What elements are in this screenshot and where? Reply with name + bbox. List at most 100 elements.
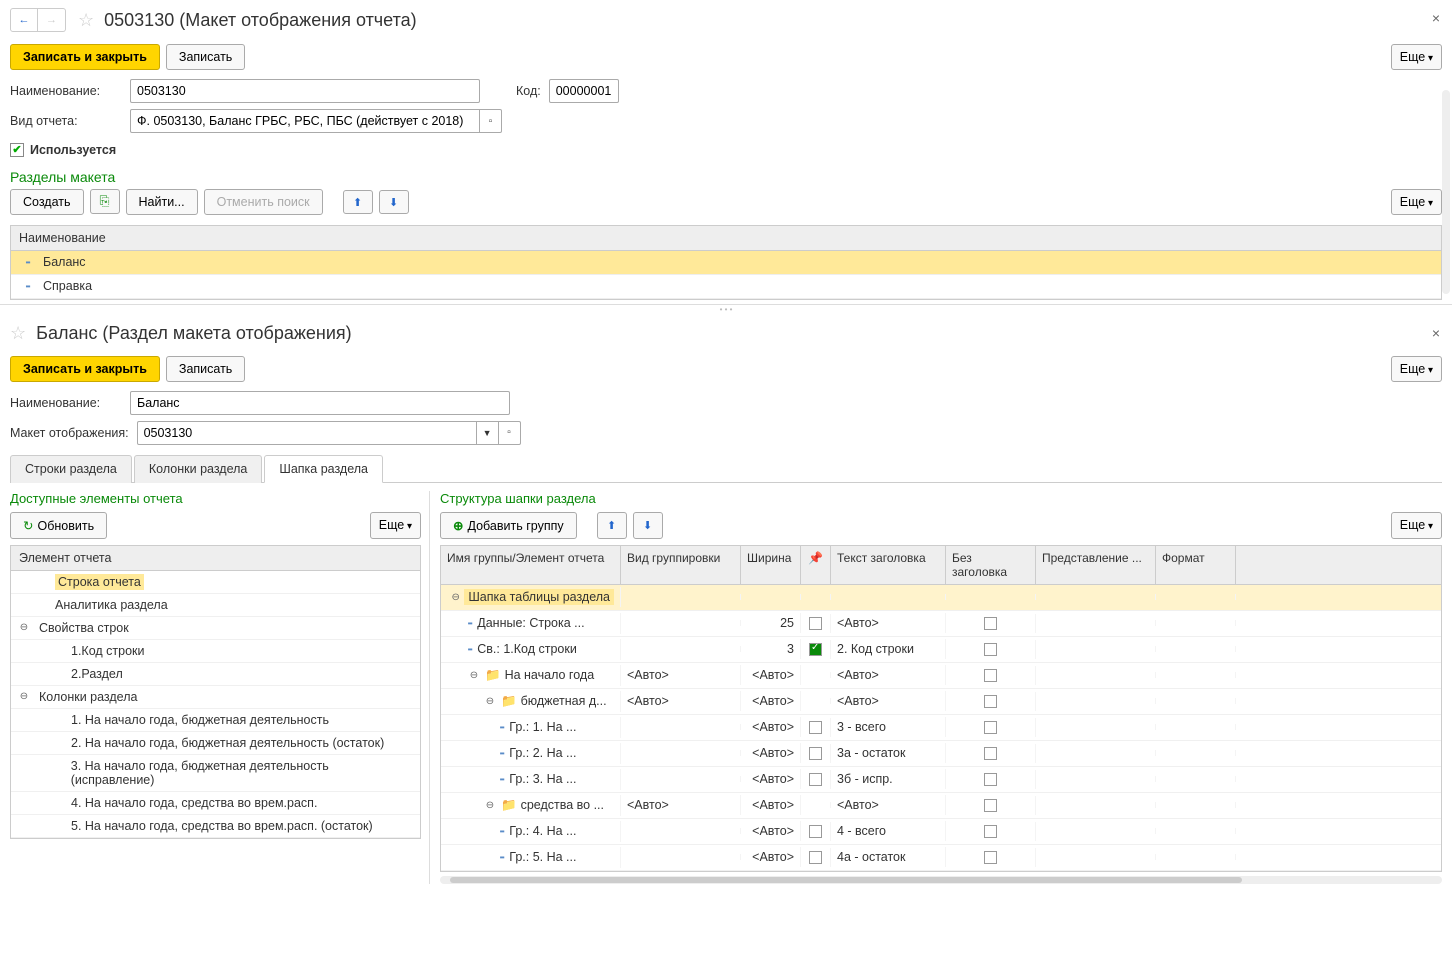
top-pane: ← → ☆ 0503130 (Макет отображения отчета)…: [0, 0, 1452, 305]
left-more-button[interactable]: Еще: [370, 512, 421, 539]
splitter[interactable]: • • •: [0, 305, 1452, 315]
cell-grouping: [621, 854, 741, 860]
close-button[interactable]: ×: [1432, 10, 1440, 26]
layout-input[interactable]: [137, 421, 477, 445]
table-row[interactable]: ⁃Гр.: 5. На ...<Авто>4а - остаток: [441, 845, 1441, 871]
more-button[interactable]: Еще: [1391, 356, 1442, 382]
report-type-input[interactable]: [130, 109, 480, 133]
table-row[interactable]: ⊖📁бюджетная д...<Авто><Авто><Авто>: [441, 689, 1441, 715]
move-up-button[interactable]: ⬆: [597, 512, 627, 539]
grid-row[interactable]: ⁃Справка: [11, 275, 1441, 299]
nav-back-button[interactable]: ←: [10, 8, 38, 32]
table-row[interactable]: ⁃Гр.: 1. На ...<Авто>3 - всего: [441, 715, 1441, 741]
item-icon: ⁃: [499, 720, 505, 735]
tree-row[interactable]: Аналитика раздела: [11, 594, 420, 617]
expander[interactable]: ⊖: [483, 800, 497, 811]
tree-row[interactable]: 2.Раздел: [11, 663, 420, 686]
table-row[interactable]: ⁃Гр.: 2. На ...<Авто>3а - остаток: [441, 741, 1441, 767]
tab[interactable]: Шапка раздела: [264, 455, 383, 483]
close-button[interactable]: ×: [1432, 325, 1440, 341]
tree-row[interactable]: ⊖Колонки раздела: [11, 686, 420, 709]
expander[interactable]: ⊖: [17, 691, 31, 702]
cell-header: 3 - всего: [831, 717, 946, 737]
layout-open-button[interactable]: ▫: [499, 421, 521, 445]
cell-name: Данные: Строка ...: [477, 616, 584, 630]
table-row[interactable]: ⊖📁средства во ...<Авто><Авто><Авто>: [441, 793, 1441, 819]
copy-button[interactable]: ⎘: [90, 189, 120, 214]
name-input[interactable]: [130, 391, 510, 415]
nohdr-checkbox[interactable]: [984, 721, 997, 734]
col-pin: 📌: [801, 546, 831, 584]
save-button[interactable]: Записать: [166, 44, 245, 70]
table-row[interactable]: ⊖📁На начало года<Авто><Авто><Авто>: [441, 663, 1441, 689]
pin-checkbox[interactable]: [809, 851, 822, 864]
star-icon[interactable]: ☆: [10, 323, 26, 344]
layout-dropdown-button[interactable]: ▼: [477, 421, 499, 445]
tree-row[interactable]: 1.Код строки: [11, 640, 420, 663]
expander[interactable]: ⊖: [17, 622, 31, 633]
add-group-button[interactable]: ⊕Добавить группу: [440, 512, 577, 539]
nohdr-checkbox[interactable]: [984, 825, 997, 838]
cell-grouping: <Авто>: [621, 795, 741, 815]
nohdr-checkbox[interactable]: [984, 799, 997, 812]
scrollbar[interactable]: [1442, 90, 1450, 294]
save-button[interactable]: Записать: [166, 356, 245, 382]
tree-row[interactable]: 2. На начало года, бюджетная деятельност…: [11, 732, 420, 755]
move-down-button[interactable]: ⬇: [379, 190, 409, 214]
save-close-button[interactable]: Записать и закрыть: [10, 44, 160, 70]
expander[interactable]: ⊖: [451, 592, 460, 603]
nohdr-checkbox[interactable]: [984, 695, 997, 708]
pin-checkbox[interactable]: [809, 747, 822, 760]
nohdr-checkbox[interactable]: [984, 851, 997, 864]
sections-more-button[interactable]: Еще: [1391, 189, 1442, 215]
save-close-button[interactable]: Записать и закрыть: [10, 356, 160, 382]
name-input[interactable]: [130, 79, 480, 103]
h-scrollbar[interactable]: [440, 876, 1442, 884]
nohdr-checkbox[interactable]: [984, 773, 997, 786]
table-row[interactable]: ⊖Шапка таблицы раздела: [441, 585, 1441, 611]
tab[interactable]: Строки раздела: [10, 455, 132, 483]
tree-row[interactable]: 1. На начало года, бюджетная деятельност…: [11, 709, 420, 732]
tree-row[interactable]: ⊖Свойства строк: [11, 617, 420, 640]
find-button[interactable]: Найти...: [126, 189, 198, 215]
arrow-down-icon: ⬇: [643, 520, 652, 532]
tree-row[interactable]: 5. На начало года, средства во врем.расп…: [11, 815, 420, 838]
pin-checkbox[interactable]: [809, 773, 822, 786]
expander[interactable]: ⊖: [483, 696, 497, 707]
nohdr-checkbox[interactable]: [984, 747, 997, 760]
nohdr-checkbox[interactable]: [984, 617, 997, 630]
pin-checkbox[interactable]: [809, 825, 822, 838]
table-row[interactable]: ⁃Гр.: 4. На ...<Авто>4 - всего: [441, 819, 1441, 845]
pin-checkbox[interactable]: [809, 643, 822, 656]
move-down-button[interactable]: ⬇: [633, 512, 663, 539]
nav-fwd-button[interactable]: →: [38, 8, 66, 32]
code-label: Код:: [516, 84, 541, 98]
star-icon[interactable]: ☆: [78, 10, 94, 31]
move-up-button[interactable]: ⬆: [343, 190, 373, 214]
tree-row[interactable]: Строка отчета: [11, 571, 420, 594]
pin-checkbox[interactable]: [809, 617, 822, 630]
cell-width: 3: [741, 639, 801, 659]
expander[interactable]: ⊖: [467, 670, 481, 681]
nohdr-checkbox[interactable]: [984, 643, 997, 656]
tree-row[interactable]: 3. На начало года, бюджетная деятельност…: [11, 755, 420, 792]
refresh-icon: ↻: [23, 519, 33, 533]
code-input[interactable]: [549, 79, 619, 103]
tab[interactable]: Колонки раздела: [134, 455, 262, 483]
right-more-button[interactable]: Еще: [1391, 512, 1442, 539]
create-button[interactable]: Создать: [10, 189, 84, 215]
nohdr-checkbox[interactable]: [984, 669, 997, 682]
used-checkbox[interactable]: ✔: [10, 143, 24, 157]
table-row[interactable]: ⁃Св.: 1.Код строки32. Код строки: [441, 637, 1441, 663]
tree-row[interactable]: 4. На начало года, средства во врем.расп…: [11, 792, 420, 815]
cell-grouping: [621, 594, 741, 600]
report-type-open-button[interactable]: ▫: [480, 109, 502, 133]
table-row[interactable]: ⁃Гр.: 3. На ...<Авто>3б - испр.: [441, 767, 1441, 793]
pin-checkbox[interactable]: [809, 721, 822, 734]
grid-row[interactable]: ⁃Баланс: [11, 251, 1441, 275]
refresh-button[interactable]: ↻Обновить: [10, 512, 107, 539]
more-button[interactable]: Еще: [1391, 44, 1442, 70]
cell-grouping: [621, 724, 741, 730]
copy-icon: ⎘: [100, 194, 110, 208]
table-row[interactable]: ⁃Данные: Строка ...25<Авто>: [441, 611, 1441, 637]
